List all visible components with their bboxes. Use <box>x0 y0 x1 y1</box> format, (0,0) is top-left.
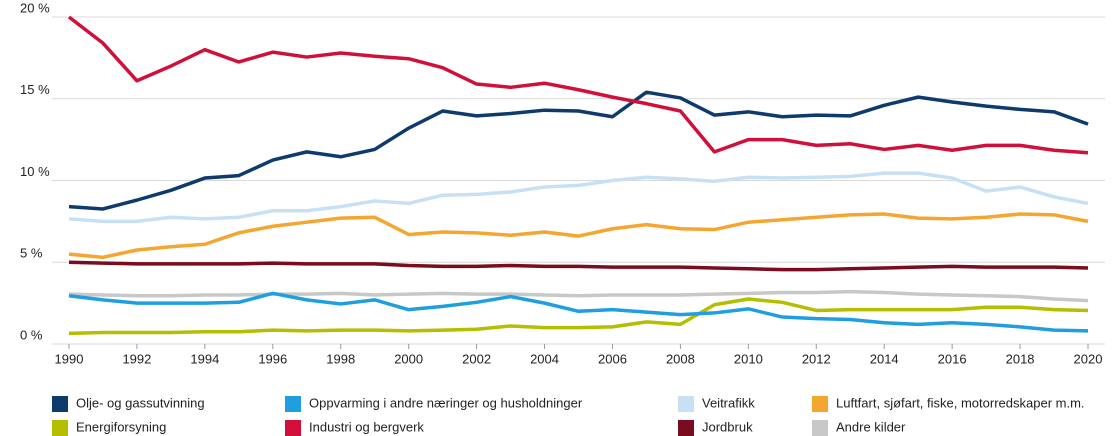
series-line <box>68 212 1089 260</box>
x-tick-label: 1996 <box>258 351 287 366</box>
x-tick-label: 2000 <box>394 351 423 366</box>
series-line <box>68 297 1089 336</box>
x-tick-label: 2006 <box>598 351 627 366</box>
legend-swatch <box>285 396 301 412</box>
legend-swatch <box>678 420 694 436</box>
y-tick-label: 10 % <box>20 164 50 179</box>
legend-label: Oppvarming i andre næringer og husholdni… <box>309 395 583 410</box>
legend-label: Olje- og gassutvinning <box>76 395 205 410</box>
y-tick-label: 5 % <box>20 246 43 261</box>
y-tick-label: 15 % <box>20 82 50 97</box>
series-line <box>68 171 1089 224</box>
y-tick-label: 0 % <box>20 327 43 342</box>
legend-swatch <box>285 420 301 436</box>
y-tick-label: 20 % <box>20 0 50 15</box>
x-tick-label: 1990 <box>55 351 84 366</box>
series-line <box>67 15 1089 155</box>
x-tick-label: 1992 <box>122 351 151 366</box>
series-line <box>68 289 1089 303</box>
series-line <box>68 291 1089 333</box>
x-tick-label: 2012 <box>802 351 831 366</box>
legend-swatch <box>812 396 828 412</box>
x-tick-label: 2010 <box>734 351 763 366</box>
x-tick-label: 2014 <box>870 351 899 366</box>
series-line <box>68 260 1089 272</box>
x-tick-label: 2004 <box>530 351 559 366</box>
legend-label: Andre kilder <box>836 419 906 434</box>
legend-swatch <box>812 420 828 436</box>
x-tick-label: 2008 <box>666 351 695 366</box>
legend-swatch <box>52 396 68 412</box>
series-line <box>68 90 1089 211</box>
x-tick-label: 1998 <box>326 351 355 366</box>
x-tick-label: 2018 <box>1006 351 1035 366</box>
x-tick-label: 2020 <box>1074 351 1103 366</box>
legend-label: Veitrafikk <box>702 395 755 410</box>
legend-swatch <box>678 396 694 412</box>
x-tick-label: 2002 <box>462 351 491 366</box>
legend-label: Luftfart, sjøfart, fiske, motorredskaper… <box>836 395 1085 410</box>
legend-label: Energiforsyning <box>76 419 166 434</box>
legend-label: Jordbruk <box>702 419 753 434</box>
legend-swatch <box>52 420 68 436</box>
x-tick-label: 1994 <box>190 351 219 366</box>
legend-label: Industri og bergverk <box>309 419 424 434</box>
x-tick-label: 2016 <box>938 351 967 366</box>
